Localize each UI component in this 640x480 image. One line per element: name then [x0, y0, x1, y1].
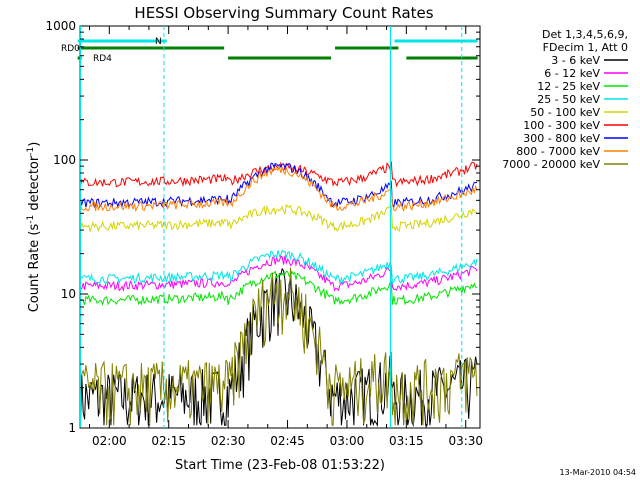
legend-header-line-1: Det 1,3,4,5,6,9, — [542, 28, 628, 41]
x-tick-label: 02:45 — [270, 434, 305, 448]
annotation-layer: RD0 RD4 N — [61, 26, 478, 428]
n-label: N — [155, 37, 162, 47]
series-line — [80, 270, 478, 307]
series-layer — [79, 161, 478, 427]
series-line — [79, 267, 478, 426]
timestamp-footer: 13-Mar-2010 04:54 — [560, 468, 637, 477]
legend-label: 800 - 7000 keV — [516, 145, 600, 158]
plot-frame — [79, 25, 481, 429]
legend-label: 300 - 800 keV — [523, 132, 600, 145]
x-tick-label: 02:00 — [92, 434, 127, 448]
series-line — [79, 164, 478, 213]
legend-label: 100 - 300 keV — [523, 119, 600, 132]
series-line — [79, 267, 478, 427]
rd0-label: RD0 — [61, 44, 80, 54]
series-line — [79, 203, 478, 233]
chart-title: HESSI Observing Summary Count Rates — [134, 4, 433, 22]
y-tick-label: 1 — [68, 421, 76, 435]
legend-header-line-2: FDecim 1, Att 0 — [543, 41, 628, 54]
x-axis-label: Start Time (23-Feb-08 01:53:22) — [175, 458, 385, 473]
rd4-label: RD4 — [93, 54, 112, 64]
x-tick-label: 03:00 — [330, 434, 365, 448]
y-tick-label: 100 — [53, 153, 76, 167]
x-tick-label: 03:15 — [389, 434, 424, 448]
y-tick-label: 1000 — [45, 19, 76, 33]
x-tick-label: 03:30 — [448, 434, 483, 448]
y-tick-label: 10 — [61, 287, 76, 301]
legend-label: 50 - 100 keV — [530, 106, 600, 119]
legend-label: 6 - 12 keV — [544, 67, 600, 80]
legend-label: 3 - 6 keV — [551, 54, 600, 67]
legend-label: 25 - 50 keV — [537, 93, 600, 106]
x-tick-label: 02:30 — [211, 434, 246, 448]
series-line — [80, 255, 478, 292]
x-tick-label: 02:15 — [151, 434, 186, 448]
legend-label: 7000 - 20000 keV — [502, 158, 600, 171]
axis-layer: 1 10 100 1000 02:00 02:15 02:30 02:45 03:00 03:15… — [45, 19, 483, 448]
legend-label: 12 - 25 keV — [537, 80, 600, 93]
y-axis-label: Count Rate (s-1 detector-1) — [26, 142, 42, 313]
series-line — [79, 249, 478, 285]
legend: Det 1,3,4,5,6,9, FDecim 1, Att 0 3 - 6 k… — [502, 28, 628, 171]
